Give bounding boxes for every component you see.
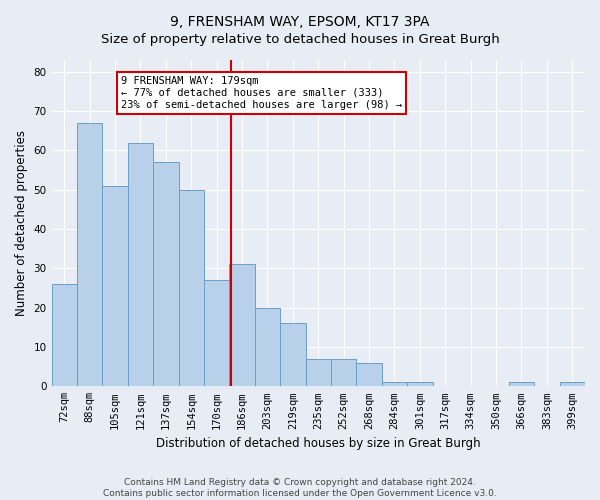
X-axis label: Distribution of detached houses by size in Great Burgh: Distribution of detached houses by size … xyxy=(156,437,481,450)
Bar xyxy=(280,324,305,386)
Text: 9 FRENSHAM WAY: 179sqm
← 77% of detached houses are smaller (333)
23% of semi-de: 9 FRENSHAM WAY: 179sqm ← 77% of detached… xyxy=(121,76,402,110)
Bar xyxy=(229,264,255,386)
Bar xyxy=(331,359,356,386)
Bar xyxy=(356,362,382,386)
Bar xyxy=(77,123,103,386)
Bar xyxy=(204,280,229,386)
Bar xyxy=(255,308,280,386)
Bar xyxy=(382,382,407,386)
Bar xyxy=(52,284,77,386)
Bar xyxy=(560,382,585,386)
Text: 9, FRENSHAM WAY, EPSOM, KT17 3PA: 9, FRENSHAM WAY, EPSOM, KT17 3PA xyxy=(170,15,430,29)
Bar xyxy=(103,186,128,386)
Bar xyxy=(128,142,153,386)
Bar xyxy=(407,382,433,386)
Text: Contains HM Land Registry data © Crown copyright and database right 2024.
Contai: Contains HM Land Registry data © Crown c… xyxy=(103,478,497,498)
Bar xyxy=(153,162,179,386)
Text: Size of property relative to detached houses in Great Burgh: Size of property relative to detached ho… xyxy=(101,32,499,46)
Bar xyxy=(305,359,331,386)
Bar xyxy=(179,190,204,386)
Y-axis label: Number of detached properties: Number of detached properties xyxy=(15,130,28,316)
Bar xyxy=(509,382,534,386)
